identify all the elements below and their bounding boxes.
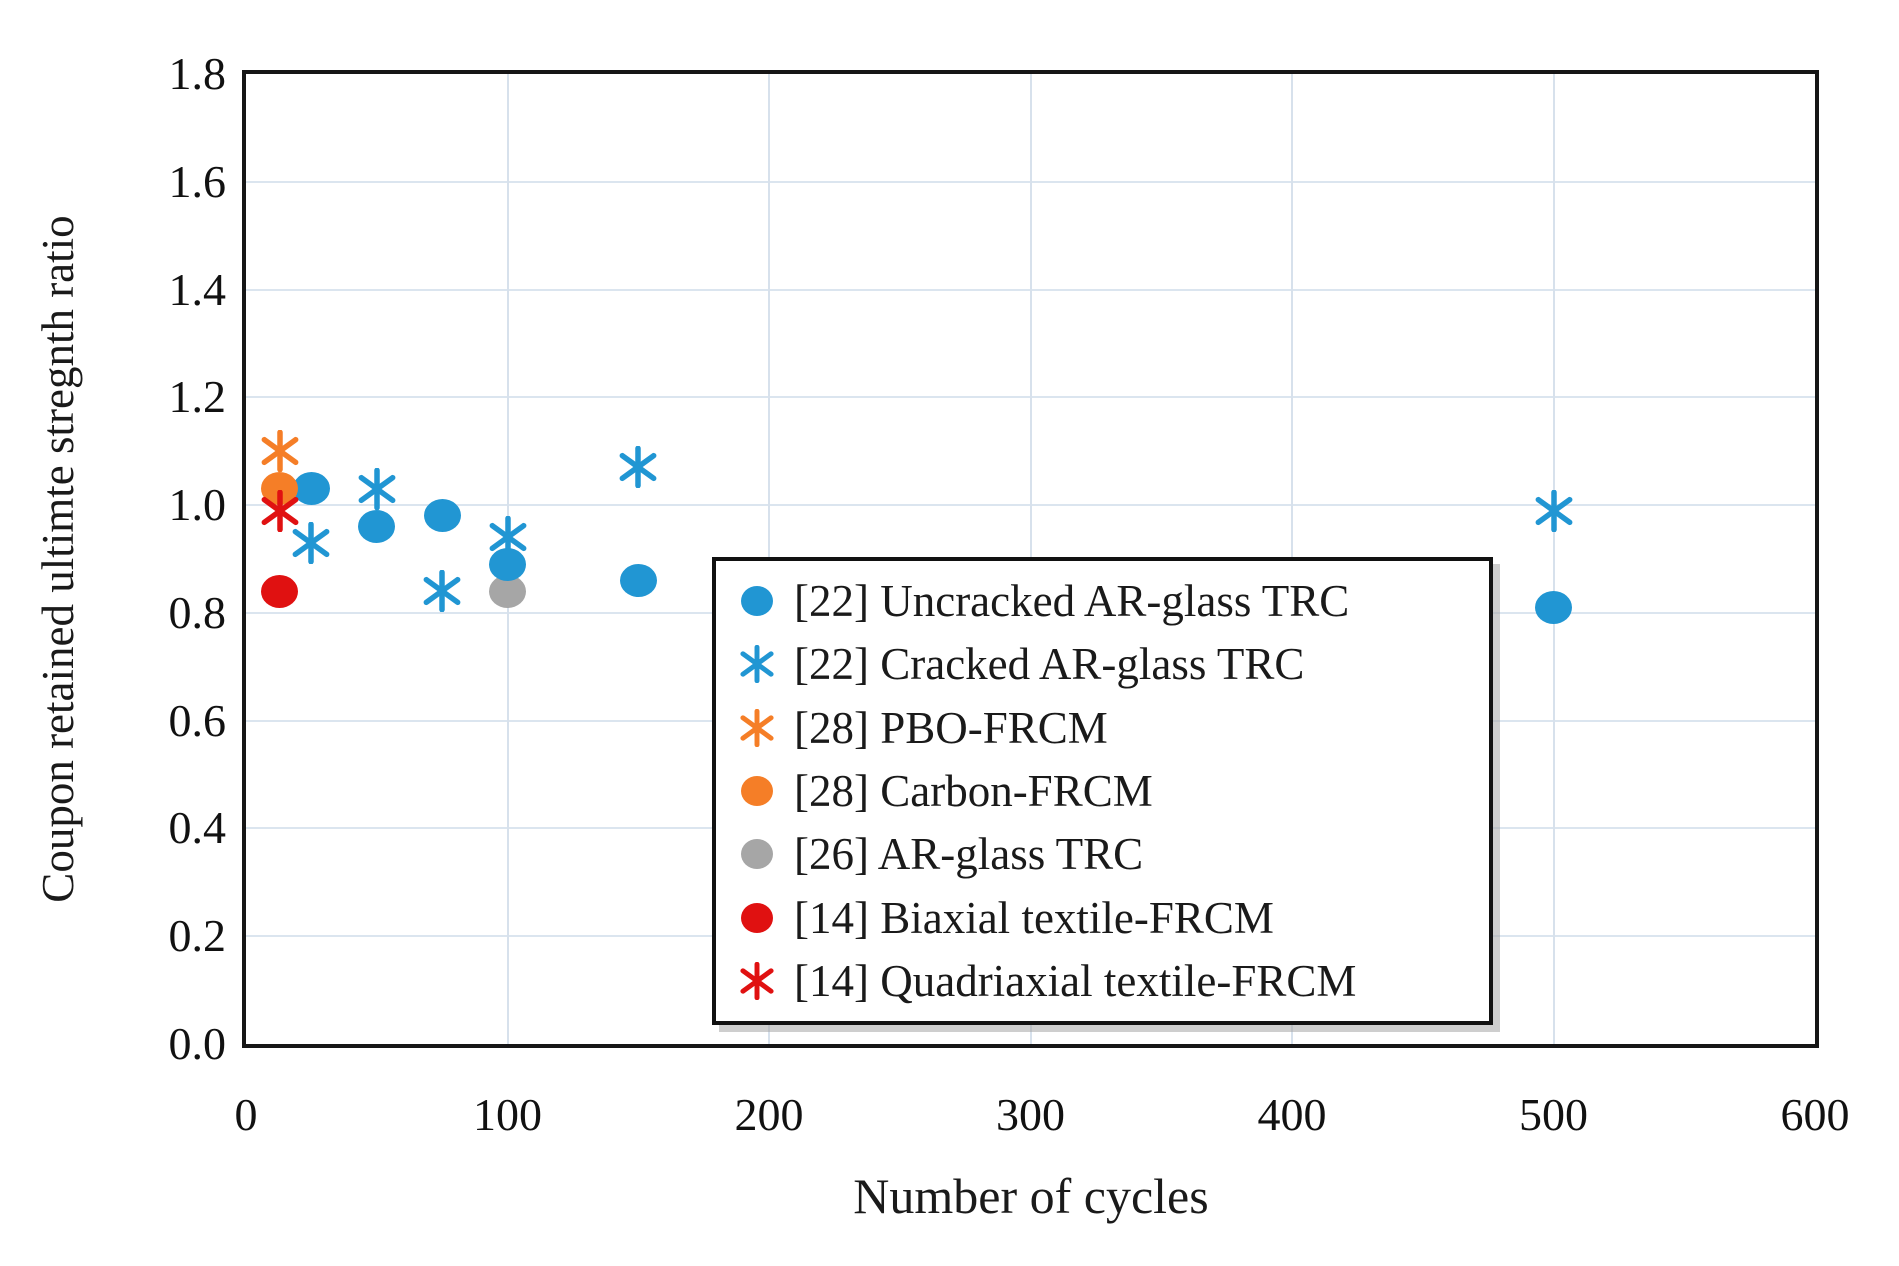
data-point-marker <box>619 446 657 489</box>
data-point-marker <box>423 570 461 613</box>
x-tick-label: 500 <box>1519 1089 1588 1140</box>
data-point-marker <box>292 472 330 506</box>
data-point-marker <box>261 489 299 532</box>
legend-item: [28] Carbon-FRCM <box>736 765 1479 817</box>
legend-marker-circle-icon <box>736 902 778 933</box>
y-tick-label: 0.0 <box>168 1018 227 1069</box>
legend-marker-asterisk-icon <box>736 962 778 1001</box>
legend-item: [28] PBO-FRCM <box>736 702 1479 754</box>
data-point-marker <box>1535 591 1572 624</box>
y-tick-label: 1.4 <box>168 263 227 315</box>
x-tick-label: 100 <box>473 1089 542 1140</box>
y-tick-label: 1.2 <box>168 371 227 423</box>
legend-item-label: [28] Carbon-FRCM <box>794 765 1153 816</box>
gridline-vertical <box>1552 74 1555 1044</box>
x-tick-label: 400 <box>1257 1089 1327 1140</box>
legend-item: [14] Quadriaxial textile-FRCM <box>736 955 1479 1007</box>
y-tick-label: 0.8 <box>168 586 227 638</box>
legend-marker-circle-icon <box>736 585 778 616</box>
data-point-marker <box>358 510 396 544</box>
y-tick-label: 1.0 <box>168 479 227 531</box>
legend-item: [22] Cracked AR-glass TRC <box>736 638 1479 690</box>
legend-marker-circle-icon <box>736 839 778 870</box>
x-axis-title: Number of cycles <box>853 1168 1209 1224</box>
y-tick-label: 0.6 <box>168 694 227 746</box>
data-point-marker <box>358 467 396 510</box>
x-tick-label: 200 <box>734 1089 804 1140</box>
legend-item-label: [26] AR-glass TRC <box>794 829 1144 880</box>
legend: [22] Uncracked AR-glass TRC [22] Cracked … <box>712 557 1493 1025</box>
legend-marker-asterisk-icon <box>736 708 778 747</box>
legend-item-label: [28] PBO-FRCM <box>794 702 1108 753</box>
data-point-marker <box>261 430 299 473</box>
data-point-marker <box>292 521 330 564</box>
x-tick-label: 600 <box>1780 1089 1850 1140</box>
y-tick-label: 1.8 <box>168 48 227 99</box>
data-point-marker <box>489 547 526 581</box>
y-tick-label: 0.4 <box>168 802 227 854</box>
legend-item-label: [22] Cracked AR-glass TRC <box>794 639 1305 690</box>
data-point-marker <box>619 564 657 598</box>
data-point-marker <box>1535 489 1572 532</box>
y-axis-title: Coupon retained ultimte stregnth ratio <box>33 215 83 903</box>
y-tick-label: 0.2 <box>168 910 227 962</box>
legend-item: [26] AR-glass TRC <box>736 828 1479 880</box>
legend-item: [14] Biaxial textile-FRCM <box>736 892 1479 944</box>
data-point-marker <box>423 499 461 533</box>
legend-item-label: [22] Uncracked AR-glass TRC <box>794 575 1350 626</box>
legend-item: [22] Uncracked AR-glass TRC <box>736 575 1479 627</box>
legend-item-label: [14] Quadriaxial textile-FRCM <box>794 956 1357 1007</box>
x-tick-label: 0 <box>234 1089 258 1140</box>
data-point-marker <box>261 574 299 608</box>
legend-marker-asterisk-icon <box>736 645 778 684</box>
y-tick-label: 1.6 <box>168 155 227 207</box>
legend-marker-circle-icon <box>736 775 778 806</box>
x-tick-label: 300 <box>996 1089 1065 1140</box>
legend-item-label: [14] Biaxial textile-FRCM <box>794 892 1274 943</box>
